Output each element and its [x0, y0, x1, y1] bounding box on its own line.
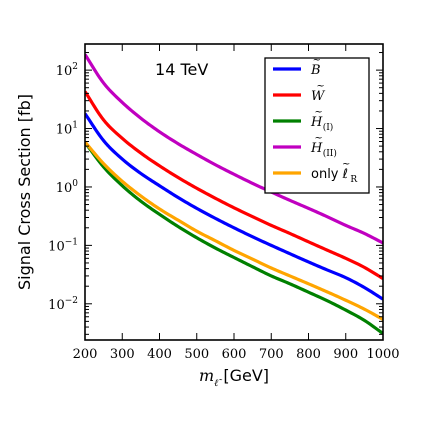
legend-box — [264, 57, 370, 194]
y-tick-label: 101 — [56, 121, 78, 138]
ticks-layer: 200 300 400 500 600 700 800 900 1000 10−2 10−1 100 1… — [48, 44, 400, 362]
y-tick-label: 10−2 — [48, 296, 78, 313]
x-tick-label: 600 — [222, 347, 247, 362]
series-layer — [85, 53, 383, 335]
x-tick-label: 700 — [259, 347, 284, 362]
series-line-3 — [85, 141, 383, 335]
x-tick-label: 400 — [147, 347, 172, 362]
legend: B~ W~ H~(I)H~(II)only ℓ~R — [264, 55, 370, 194]
energy-annotation: 14 TeV — [155, 60, 208, 79]
x-axis-label: mℓ̃ [GeV] — [199, 366, 269, 389]
x-tick-label: 300 — [110, 347, 135, 362]
x-tick-label: 900 — [333, 347, 358, 362]
legend-label: B~ — [310, 55, 321, 78]
y-tick-label: 100 — [56, 179, 79, 196]
series-line-4 — [85, 53, 383, 245]
x-tick-label: 1000 — [366, 347, 399, 362]
series-line-2 — [85, 90, 383, 280]
x-tick-label: 500 — [184, 347, 209, 362]
plot-frame — [84, 43, 384, 341]
series-line-5 — [85, 140, 383, 321]
x-tick-label: 800 — [296, 347, 321, 362]
y-tick-label: 102 — [56, 62, 78, 79]
y-axis-label: Signal Cross Section [fb] — [15, 94, 34, 290]
legend-label: W~ — [311, 81, 326, 104]
legend-label: H~(I) — [310, 107, 333, 133]
y-tick-label: 10−1 — [48, 237, 78, 254]
legend-label: only ℓ~R — [311, 159, 357, 185]
legend-label: H~(II) — [310, 133, 337, 159]
x-tick-label: 200 — [73, 347, 98, 362]
series-line-1 — [85, 112, 383, 301]
